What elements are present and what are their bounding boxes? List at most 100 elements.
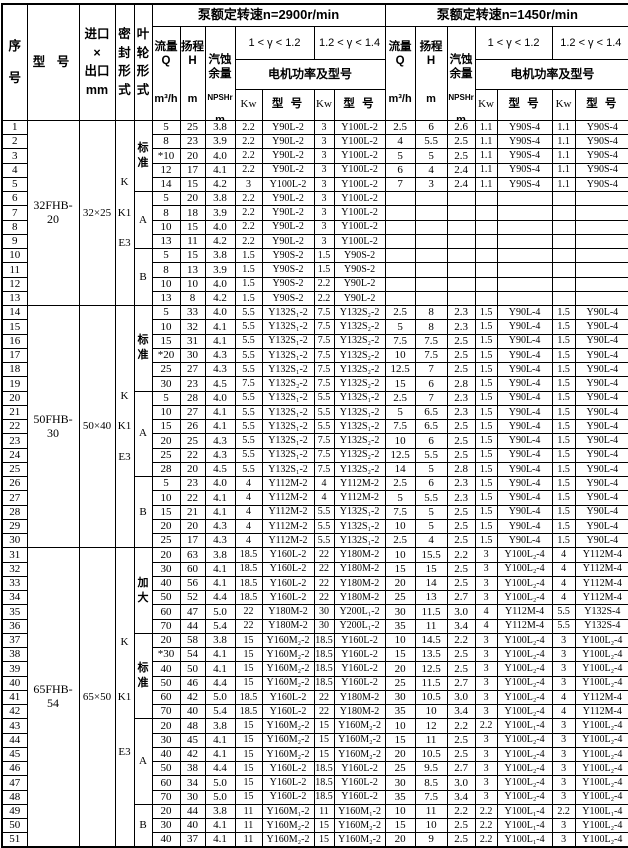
flow-label: 流量 Q — [154, 41, 178, 67]
cell-motor-high-2900: Y132S₁-2 — [333, 533, 386, 549]
cell-serial: 10 — [1, 248, 28, 264]
table-row: 31 65FHB-54 65×50 K K1 E3 加大 20 63 3.8 18.5 Y160L-2… — [1, 547, 628, 848]
cell-kw-low-2900: 7.5 — [234, 376, 263, 392]
cell-motor-low-1450: Y100L₂-4 — [496, 775, 553, 791]
cell-flow-1450 — [384, 191, 416, 207]
cell-npsh-1450: 3.0 — [446, 689, 476, 706]
cell-motor-low-1450: Y90S-4 — [496, 119, 553, 136]
cell-npsh-2900: 4.1 — [204, 162, 236, 178]
cell-head-2900: 31 — [179, 333, 206, 349]
cell-npsh-1450: 2.2 — [446, 547, 476, 563]
cell-kw-high-1450: 4 — [551, 689, 576, 706]
npsh-label-group: 汽蚀 余量 NPSHr — [448, 41, 473, 115]
cell-flow-1450: 5 — [384, 319, 416, 335]
cell-head-1450 — [414, 262, 448, 278]
cell-kw-low-1450: 1.5 — [474, 404, 498, 421]
cell-motor-high-2900: Y132S₂-2 — [333, 447, 386, 463]
cell-head-2900: 47 — [179, 604, 206, 620]
cell-kw-low-1450: 1.1 — [474, 162, 498, 178]
table-row: 30 25 17 4.3 4 Y112M-2 5.5 Y132S₁-2 2.5 4 2.5 1.5 Y9… — [1, 533, 628, 549]
cell-head-2900: 15 — [179, 248, 206, 264]
cell-kw-high-2900: 3 — [313, 148, 335, 164]
header-impeller-form: 叶 轮 形 式 — [133, 3, 153, 121]
cell-motor-low-2900: Y90L-2 — [261, 119, 315, 136]
cell-motor-high-2900: Y90L-2 — [333, 276, 386, 292]
cell-flow-1450: 10 — [384, 347, 416, 364]
cell-motor-high-1450: Y100L₂-4 — [574, 746, 628, 763]
cell-head-1450: 8 — [414, 305, 448, 321]
cell-kw-high-2900: 11 — [313, 803, 335, 820]
cell-npsh-1450: 2.6 — [446, 119, 476, 136]
cell-motor-high-1450: Y100L₂-4 — [574, 647, 628, 663]
cell-kw-high-1450: 1.5 — [551, 305, 576, 321]
cell-head-2900: 10 — [179, 276, 206, 292]
cell-motor-high-2900: Y132S₁-2 — [333, 504, 386, 520]
table-row: 1 32FHB-20 32×25 K K1 E3 标准 5 25 3.8 2.2 Y90L-2 3 Y10… — [1, 119, 628, 307]
cell-kw-low-1450: 1.5 — [474, 419, 498, 435]
cell-motor-high-2900: Y90S-2 — [333, 262, 386, 278]
cell-flow-1450: 15 — [384, 732, 416, 748]
cell-kw-high-2900: 5.5 — [313, 390, 335, 406]
cell-motor-high-2900: Y180M-2 — [333, 575, 386, 592]
cell-npsh-1450: 2.4 — [446, 162, 476, 178]
cell-kw-high-1450: 3 — [551, 775, 576, 791]
cell-npsh-1450 — [446, 233, 476, 250]
page: 序 号 型 号 进口 × 出口 mm 密 封 形 式 叶 轮 形 式 泵额定转速… — [1, 3, 628, 848]
cell-motor-low-2900: Y132S₁-2 — [261, 419, 315, 435]
table-row: 3 *10 20 4.0 2.2 Y90L-2 3 Y100L-2 5 5 2.5 1.1 Y90S-4… — [1, 148, 628, 164]
cell-npsh-2900: 3.9 — [204, 205, 236, 221]
cell-kw-high-2900: 18.5 — [313, 775, 335, 791]
cell-motor-low-1450: Y100L₂-4 — [496, 789, 553, 805]
cell-flow-2900: 70 — [151, 704, 181, 720]
cell-motor-low-2900: Y132S₁-2 — [261, 347, 315, 364]
cell-npsh-2900: 4.1 — [204, 575, 236, 592]
cell-head-1450: 13.5 — [414, 647, 448, 663]
cell-npsh-2900: 4.3 — [204, 362, 236, 378]
cell-flow-1450: 25 — [384, 675, 416, 691]
cell-motor-low-1450 — [496, 276, 553, 292]
cell-serial: 8 — [1, 219, 28, 235]
cell-kw-low-2900: 15 — [234, 789, 263, 805]
cell-kw-low-2900: 5.5 — [234, 347, 263, 364]
cell-head-2900: 26 — [179, 419, 206, 435]
cell-motor-low-1450: Y100L₂-4 — [496, 632, 553, 649]
cell-npsh-1450 — [446, 248, 476, 264]
cell-head-2900: 13 — [179, 262, 206, 278]
cell-head-1450: 14 — [414, 575, 448, 592]
cell-npsh-2900: 4.0 — [204, 148, 236, 164]
cell-flow-2900: 30 — [151, 376, 181, 392]
cell-motor-low-2900: Y112M-2 — [261, 490, 315, 506]
cell-kw-low-2900: 4 — [234, 476, 263, 492]
cell-motor-low-2900: Y160L-2 — [261, 789, 315, 805]
cell-serial: 5 — [1, 176, 28, 193]
cell-motor-low-1450: Y100L₂-4 — [496, 761, 553, 777]
cell-flow-2900: 25 — [151, 533, 181, 549]
cell-kw-low-2900: 15 — [234, 632, 263, 649]
cell-motor-low-2900: Y90L-2 — [261, 233, 315, 250]
cell-flow-2900: *10 — [151, 148, 181, 164]
cell-head-1450 — [414, 248, 448, 264]
cell-npsh-1450: 2.5 — [446, 148, 476, 164]
cell-flow-2900: 20 — [151, 433, 181, 449]
cell-flow-1450 — [384, 233, 416, 250]
cell-head-1450: 5.5 — [414, 134, 448, 150]
cell-motor-high-1450: Y90L-4 — [574, 504, 628, 520]
cell-head-1450: 7 — [414, 362, 448, 378]
cell-kw-high-2900: 15 — [313, 732, 335, 748]
cell-kw-high-1450 — [551, 262, 576, 278]
cell-npsh-1450: 2.3 — [446, 390, 476, 406]
cell-npsh-2900: 3.8 — [204, 119, 236, 136]
cell-motor-high-2900: Y100L-2 — [333, 134, 386, 150]
cell-motor-high-2900: Y160L-2 — [333, 632, 386, 649]
cell-kw-high-1450: 4 — [551, 590, 576, 606]
cell-npsh-2900: 3.8 — [204, 718, 236, 734]
cell-impeller-form: B — [133, 803, 153, 848]
cell-seal-forms: K K1 E3 — [114, 119, 135, 307]
cell-head-2900: 58 — [179, 632, 206, 649]
cell-head-1450: 11.5 — [414, 604, 448, 620]
cell-motor-low-1450: Y90L-4 — [496, 390, 553, 406]
head-header-wrap: 扬程 H m — [181, 39, 204, 107]
cell-kw-high-2900: 15 — [313, 746, 335, 763]
cell-kw-low-2900: 18.5 — [234, 704, 263, 720]
npsh-symbol: NPSHr — [207, 93, 233, 103]
